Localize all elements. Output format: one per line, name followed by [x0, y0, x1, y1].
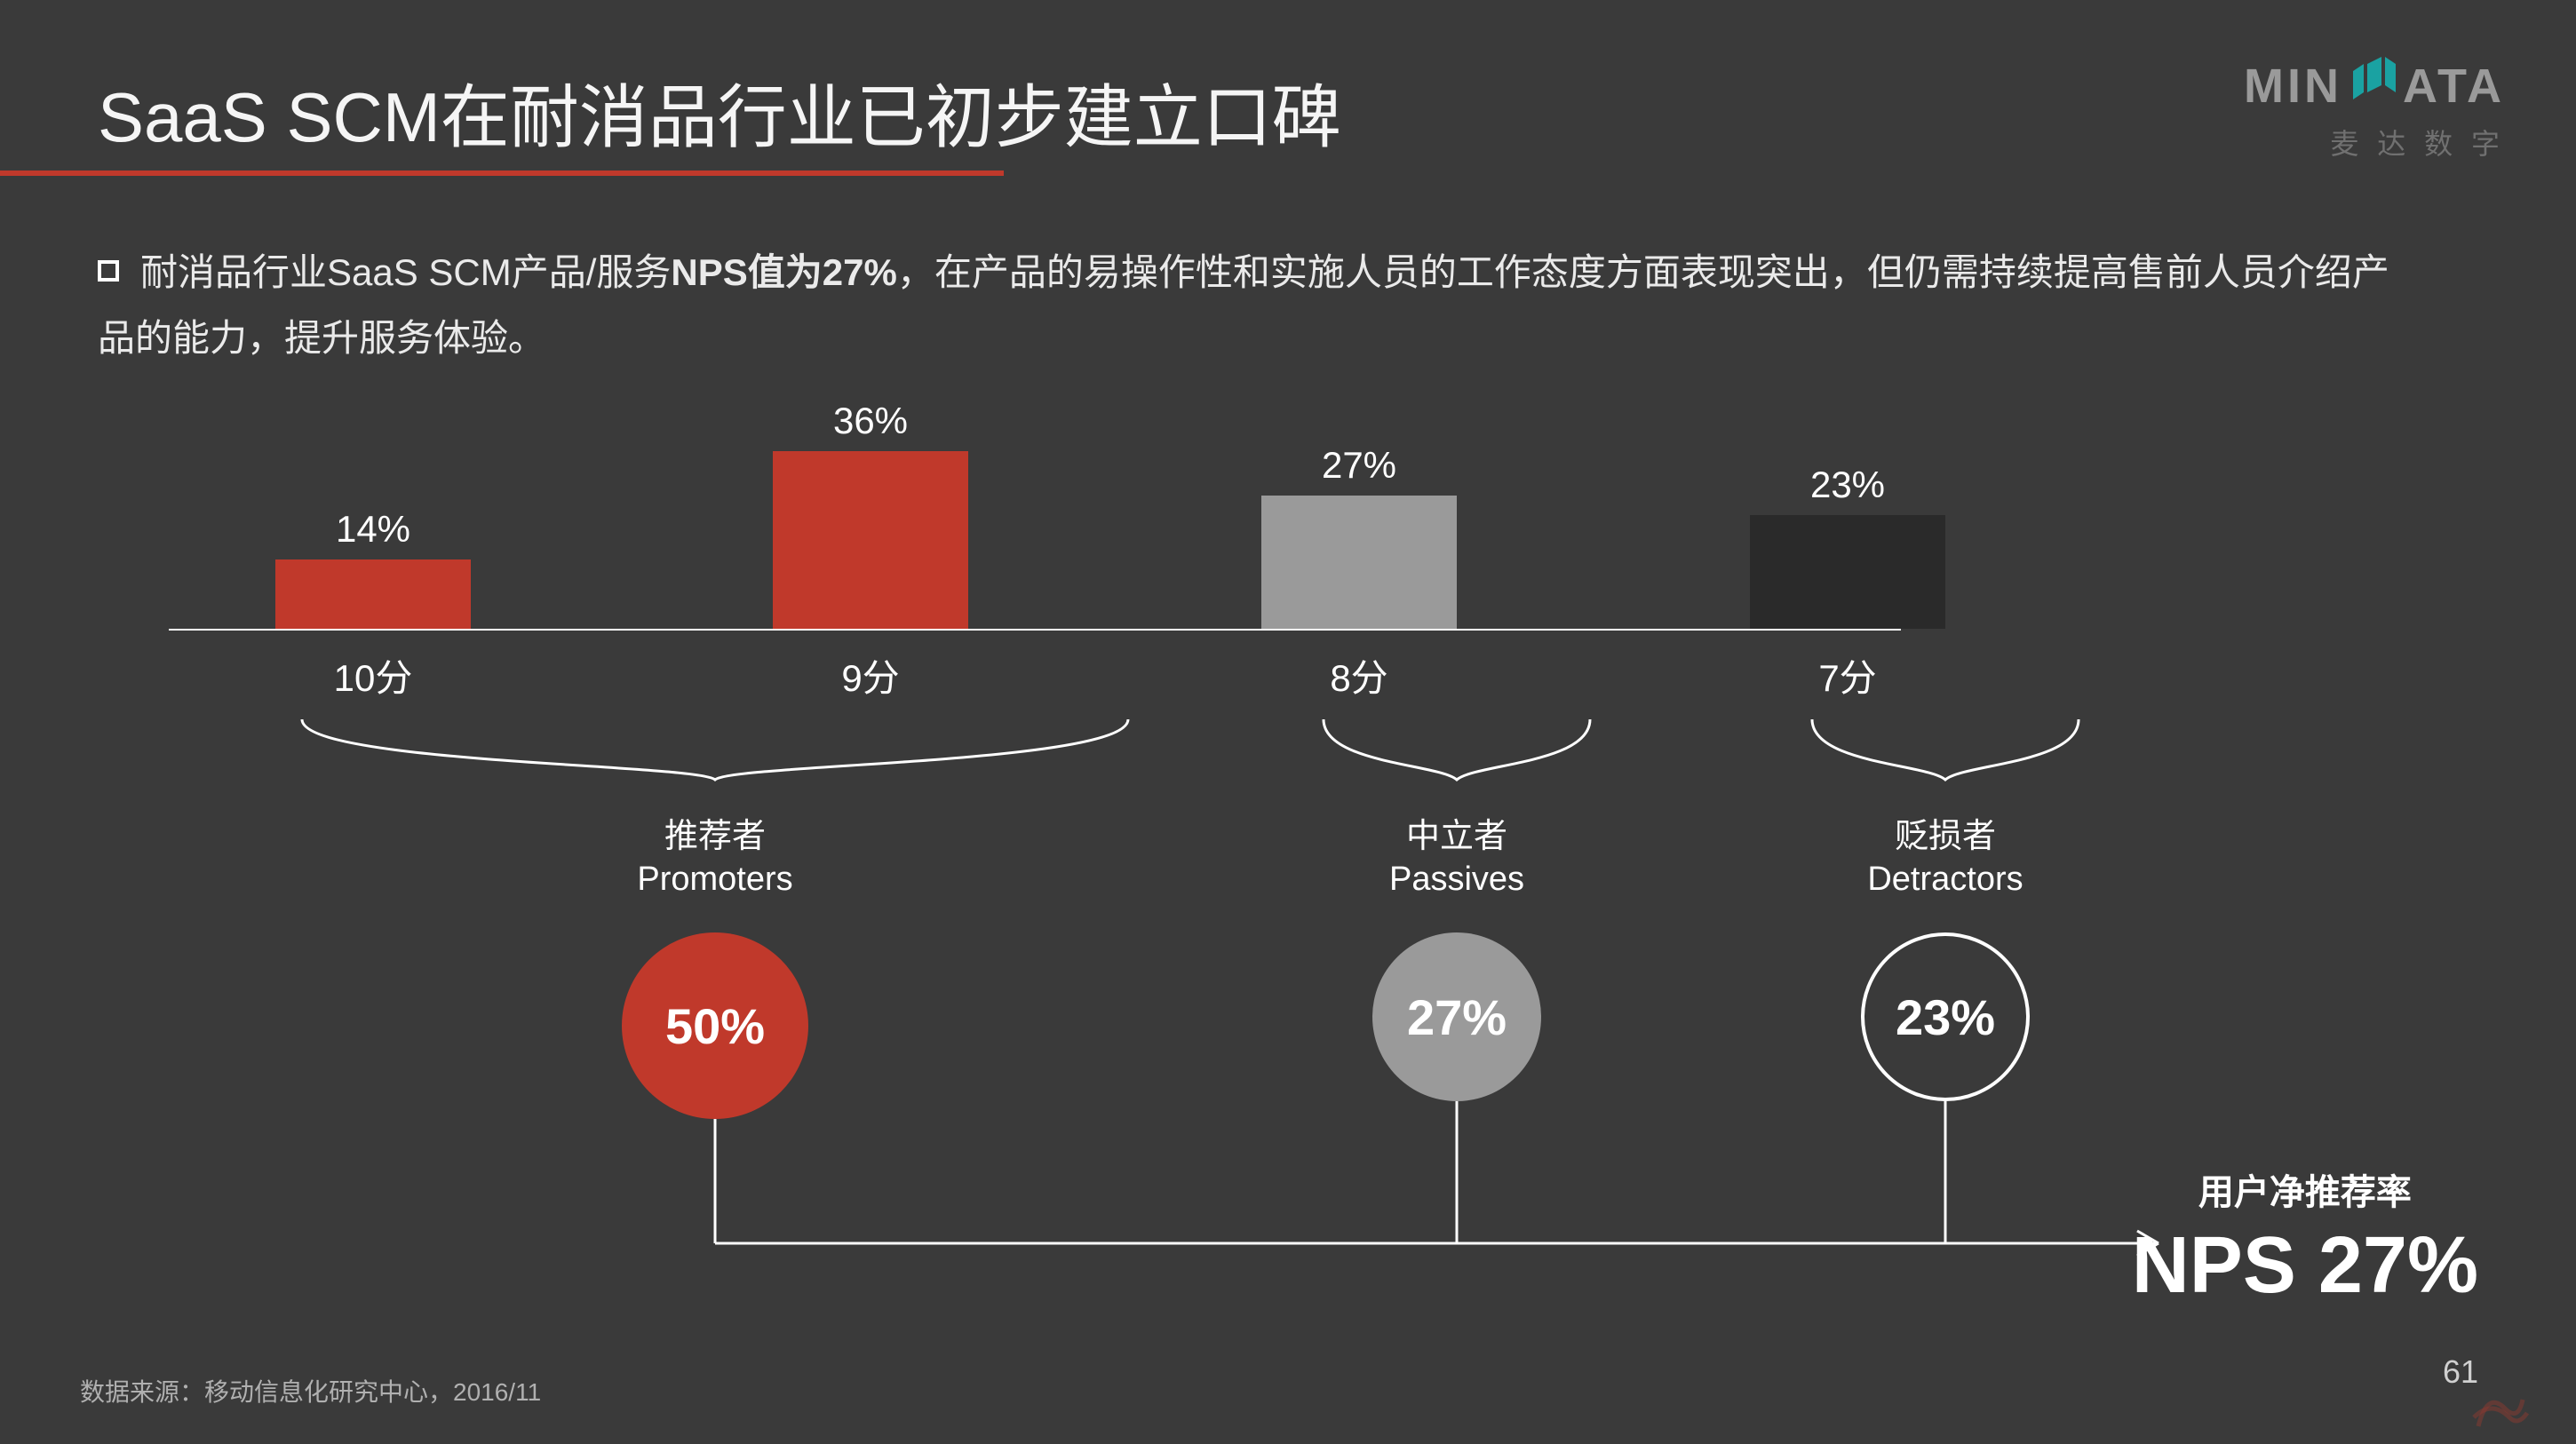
x-axis: [169, 629, 1901, 631]
logo-subtext: 麦 达 数 字: [2244, 122, 2505, 163]
group-label-en: Promoters: [608, 861, 822, 899]
title-underline: [0, 171, 1004, 176]
corner-decoration: [2469, 1382, 2532, 1435]
group-label-cn: 贬损者: [1839, 808, 2052, 857]
bar: [1261, 496, 1457, 629]
bar: [773, 451, 968, 629]
bullet-prefix: 耐消品行业SaaS SCM产品/服务: [140, 251, 671, 293]
x-axis-label: 8分: [1261, 648, 1457, 702]
group-label: 贬损者 Detractors: [1839, 808, 2052, 899]
group-label-cn: 推荐者: [608, 808, 822, 857]
bar-group: 27%: [1261, 444, 1457, 629]
bar-chart: 14% 36% 27% 23%: [169, 400, 1901, 631]
logo-icon: [2346, 55, 2399, 120]
bar-value-label: 36%: [833, 400, 908, 442]
bullet-bold: NPS值为27%: [671, 251, 896, 293]
group-label: 推荐者 Promoters: [608, 808, 822, 899]
bar-group: 36%: [773, 400, 968, 629]
bullet-text: 耐消品行业SaaS SCM产品/服务NPS值为27%，在产品的易操作性和实施人员…: [98, 240, 2416, 370]
logo-text-left: MIN: [2244, 59, 2342, 114]
bullet-icon: [98, 260, 119, 282]
group-label-cn: 中立者: [1350, 808, 1563, 857]
nps-result: 用户净推荐率 NPS 27%: [2132, 1163, 2478, 1312]
bar-value-label: 23%: [1810, 464, 1885, 506]
slide-title: SaaS SCM在耐消品行业已初步建立口碑: [98, 62, 1341, 162]
bar-group: 14%: [275, 508, 471, 629]
bar-group: 23%: [1750, 464, 1945, 629]
percentage-circle: 50%: [622, 932, 808, 1119]
x-axis-label: 7分: [1750, 648, 1945, 702]
group-label-en: Detractors: [1839, 861, 2052, 899]
brand-logo: MIN ATA 麦 达 数 字: [2244, 53, 2505, 163]
bar: [275, 559, 471, 629]
percentage-circle: 23%: [1861, 932, 2030, 1101]
percentage-circle: 27%: [1372, 932, 1541, 1101]
group-label-en: Passives: [1350, 861, 1563, 899]
bar-value-label: 14%: [336, 508, 410, 551]
data-source: 数据来源：移动信息化研究中心，2016/11: [80, 1373, 541, 1408]
nps-label: 用户净推荐率: [2132, 1163, 2478, 1215]
group-label: 中立者 Passives: [1350, 808, 1563, 899]
bar-value-label: 27%: [1322, 444, 1396, 487]
bar: [1750, 515, 1945, 629]
logo-text-right: ATA: [2403, 59, 2505, 114]
nps-value: NPS 27%: [2132, 1220, 2478, 1312]
x-axis-label: 10分: [275, 648, 471, 702]
x-axis-label: 9分: [773, 648, 968, 702]
